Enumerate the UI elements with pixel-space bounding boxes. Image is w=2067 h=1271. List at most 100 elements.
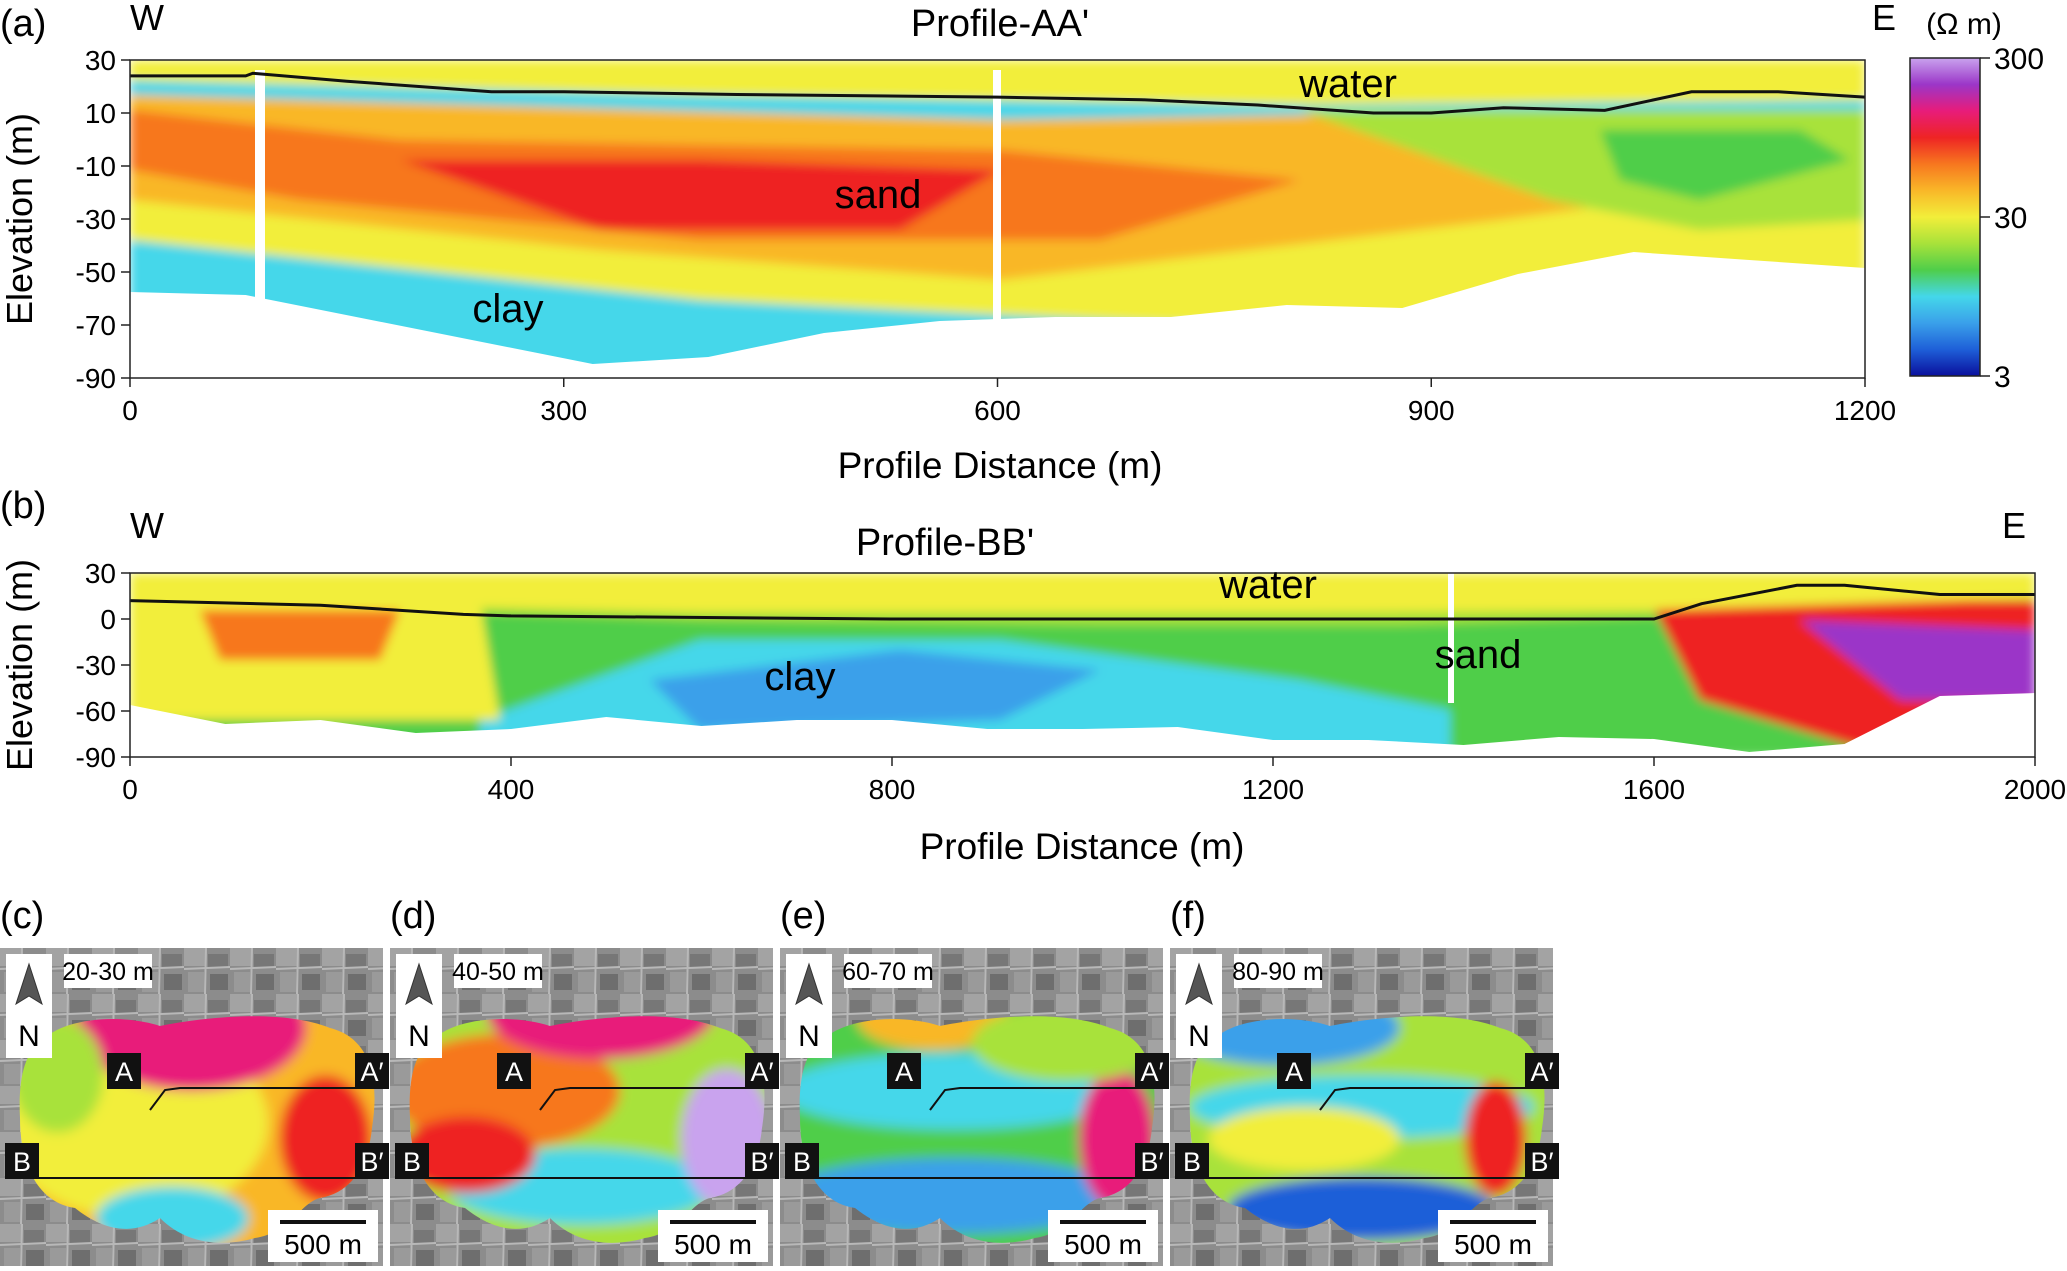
depth-label-box [844, 954, 932, 988]
east-high-core [1800, 620, 2035, 700]
resistivity-anomaly [1227, 1176, 1496, 1241]
profile-marker-b-prime: B′ [360, 1147, 383, 1177]
panel-b-y-axis-title: Elevation (m) [0, 559, 40, 771]
map-panel-f: (f) N 80-90 m A A′ B B′ 500 m [1170, 895, 1559, 1266]
scale-bar-label: 500 m [674, 1229, 752, 1260]
resistivity-colorbar: (Ω m) 300 30 3 [1909, 8, 2044, 394]
panel-a: (a) W Profile-AA' E water sand clay 0 300… [0, 0, 1896, 486]
colorbar-gradient [1909, 57, 1981, 377]
east-green-core [1600, 130, 1850, 200]
panel-a-annotation-clay: clay [472, 287, 543, 331]
panel-a-y-axis-title: Elevation (m) [0, 113, 40, 325]
panel-b-west-label: W [130, 505, 164, 546]
resistivity-anomaly [1464, 1081, 1527, 1197]
panel-a-label: (a) [0, 3, 46, 45]
profile-marker-b: B [793, 1147, 811, 1177]
clay-zone-core [650, 650, 1100, 730]
map-panel-d: (d) N 40-50 m A A′ B B′ 500 m [390, 895, 779, 1266]
map-panel-e: (e) N 60-70 m A A′ B B′ 500 m [780, 895, 1169, 1266]
north-arrow-icon [1185, 962, 1213, 1006]
map-panel-label: (f) [1170, 895, 1206, 937]
panel-b-data-gap [1448, 573, 1454, 703]
panel-b-east-label: E [2002, 505, 2026, 546]
map-panel-label: (e) [780, 895, 826, 937]
profile-line-aa [929, 1087, 1135, 1111]
y-tick-label: -90 [76, 363, 116, 394]
panel-b-x-axis-title: Profile Distance (m) [920, 826, 1245, 867]
profile-marker-box [1135, 1143, 1169, 1179]
profile-marker-box [745, 1053, 779, 1089]
panel-a-y-axis: 30 10 -10 -30 -50 -70 -90 [76, 45, 130, 394]
north-label: N [1188, 1020, 1210, 1053]
profile-marker-b: B [1183, 1147, 1201, 1177]
resistivity-depth-slice [409, 1016, 765, 1243]
y-tick-label: -30 [76, 204, 116, 235]
panel-b-annotation-water: water [1218, 563, 1317, 607]
y-tick-label: -50 [76, 257, 116, 288]
panel-b-annotation-clay: clay [764, 655, 835, 699]
resistivity-anomaly [1208, 1107, 1400, 1171]
panel-b-x-axis: 0 400 800 1200 1600 2000 [122, 757, 2066, 805]
panel-b: (b) W Profile-BB' E water sand clay 0 400… [0, 485, 2066, 867]
profile-marker-box [355, 1053, 389, 1089]
panel-a-no-data-area [130, 252, 1865, 378]
profile-marker-b-prime: B′ [1530, 1147, 1553, 1177]
scale-bar-box [658, 1210, 768, 1262]
profile-marker-a: A [1285, 1057, 1303, 1087]
resistivity-depth-slice [799, 1016, 1155, 1243]
x-tick-label: 400 [488, 774, 535, 805]
north-arrow-icon [405, 962, 433, 1006]
sand-zone-high [400, 160, 1000, 230]
profile-line-aa [539, 1087, 745, 1111]
x-tick-label: 2000 [2004, 774, 2066, 805]
depth-label-box [64, 954, 152, 988]
x-tick-label: 600 [974, 395, 1021, 426]
colorbar-tick-label: 30 [1994, 202, 2027, 235]
depth-label-box [454, 954, 542, 988]
scale-bar-label: 500 m [1454, 1229, 1532, 1260]
north-label: N [798, 1020, 820, 1053]
profile-marker-b: B [403, 1147, 421, 1177]
colorbar-tick-label: 300 [1994, 43, 2044, 76]
y-tick-label: -70 [76, 310, 116, 341]
profile-marker-a: A [895, 1057, 913, 1087]
depth-label: 60-70 m [842, 958, 934, 986]
profile-marker-b-prime: B′ [1140, 1147, 1163, 1177]
map-panel-c: (c) N 20-30 m A A′ B B′ 500 m [0, 895, 389, 1266]
scale-bar-label: 500 m [1064, 1229, 1142, 1260]
panel-a-data-gap [993, 70, 1001, 360]
profile-marker-box [1135, 1053, 1169, 1089]
map-panel-label: (d) [390, 895, 436, 937]
y-tick-label: -30 [76, 650, 116, 681]
profile-marker-box [1175, 1143, 1209, 1179]
scale-bar-label: 500 m [284, 1229, 362, 1260]
map-panel-label: (c) [0, 895, 44, 937]
resistivity-anomaly [279, 1075, 372, 1203]
panel-b-annotation-sand: sand [1435, 633, 1522, 677]
y-tick-label: -90 [76, 742, 116, 773]
panel-b-y-axis: 30 0 -30 -60 -90 [76, 558, 130, 773]
profile-marker-box [1525, 1143, 1559, 1179]
panel-a-title: Profile-AA' [911, 3, 1089, 45]
water-zone [130, 573, 2035, 612]
profile-marker-a-prime: A′ [1530, 1057, 1553, 1087]
profile-marker-box [1277, 1053, 1311, 1089]
profile-marker-b: B [13, 1147, 31, 1177]
y-tick-label: -60 [76, 696, 116, 727]
depth-slice-maps: (c) N 20-30 m A A′ B B′ 500 m (d) N 40-50 m A A′ B B′ 5… [0, 895, 1559, 1266]
panel-a-east-label: E [1872, 0, 1896, 38]
profile-marker-box [395, 1143, 429, 1179]
y-tick-label: 30 [85, 45, 116, 76]
profile-marker-b-prime: B′ [750, 1147, 773, 1177]
panel-a-annotation-water: water [1298, 62, 1397, 106]
resistivity-anomaly [799, 1157, 1125, 1235]
resistivity-anomaly [1189, 1016, 1400, 1066]
west-sand-core [200, 610, 400, 660]
y-tick-label: 0 [100, 604, 116, 635]
profile-marker-a: A [115, 1057, 133, 1087]
north-arrow-icon [795, 962, 823, 1006]
x-tick-label: 900 [1408, 395, 1455, 426]
panel-a-data-gap [255, 70, 265, 340]
profile-line-aa [1319, 1087, 1525, 1111]
